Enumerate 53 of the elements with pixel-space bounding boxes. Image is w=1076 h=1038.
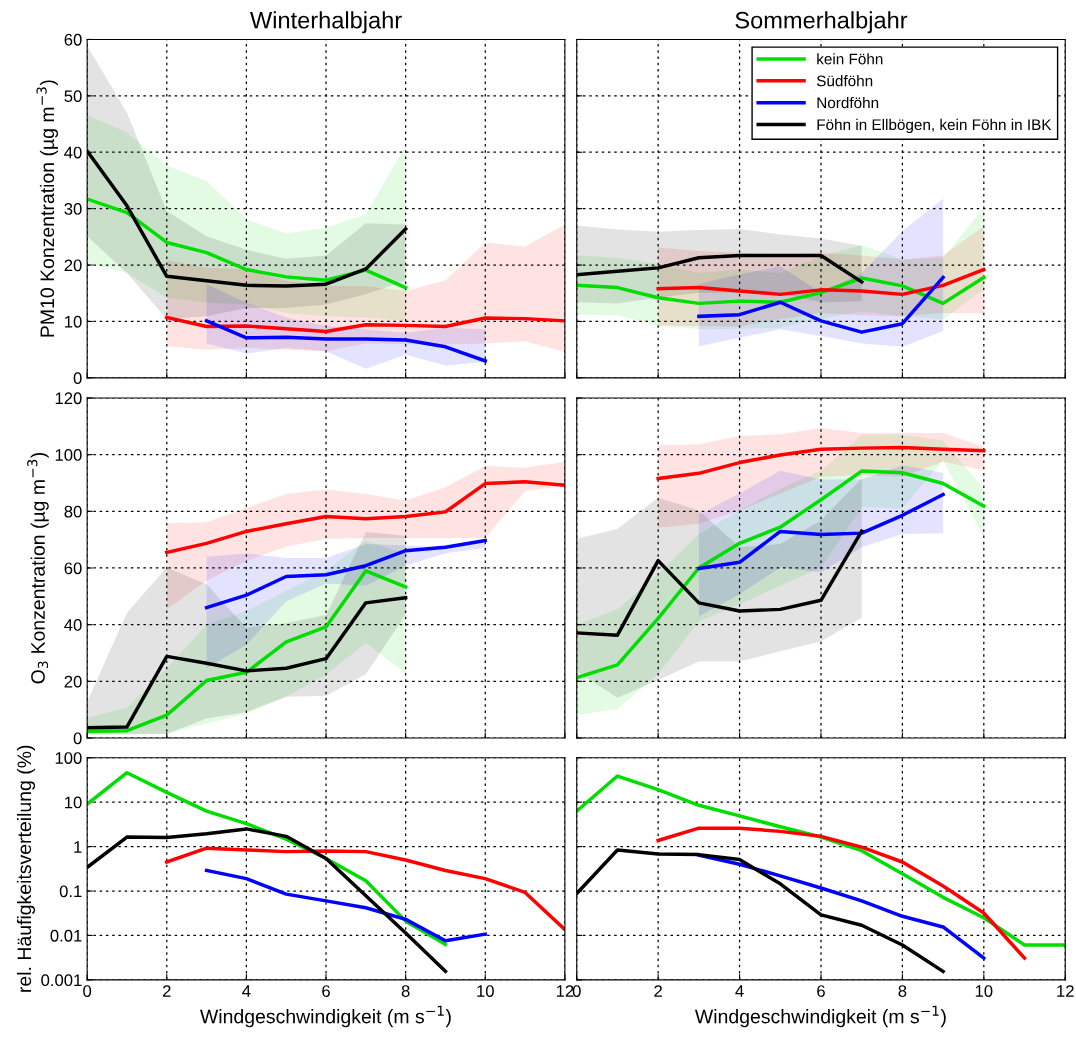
y-tick-label: 60: [64, 33, 82, 46]
x-tick-label: 0: [572, 985, 581, 997]
x-tick-label: 2: [162, 985, 171, 997]
y-tick-label: 100: [55, 449, 82, 461]
y-tick-label: 40: [64, 146, 82, 159]
line-series: [165, 846, 565, 932]
line-series: [165, 480, 565, 555]
legend-label: kein Föhn: [817, 53, 883, 65]
x-axis-title: Windgeschwindigkeit (m s$^{−1}$): [200, 1005, 451, 1028]
y-tick-label: 120: [55, 392, 82, 405]
x-tick-label: 12: [556, 985, 574, 997]
y-tick-label: 0.001: [41, 974, 82, 987]
y-tick-label: 0.1: [59, 885, 82, 898]
chart-title: Winterhalbjahr: [250, 11, 402, 34]
x-tick-label: 2: [654, 985, 662, 997]
line-series: [204, 319, 488, 363]
y-tick-label: 0: [73, 372, 82, 385]
x-tick-label: 8: [898, 985, 907, 997]
legend-label: Südföhn: [816, 75, 873, 87]
y-tick-label: 100: [55, 752, 82, 764]
x-tick-label: 6: [322, 985, 330, 997]
line-series: [204, 868, 488, 943]
y-tick-label: 20: [64, 259, 82, 272]
x-tick-label: 6: [817, 985, 825, 997]
y-tick-label: 60: [64, 562, 82, 575]
x-tick-label: 10: [477, 985, 494, 997]
y-tick-label: 10: [65, 796, 82, 809]
x-tick-label: 0: [83, 985, 92, 997]
x-tick-label: 12: [1057, 985, 1074, 997]
x-axis-title: Windgeschwindigkeit (m s$^{−1}$): [694, 1005, 946, 1028]
x-tick-label: 4: [735, 985, 744, 997]
line-series: [204, 538, 488, 610]
y-axis-title: O$_{3}$ Konzentration (µg m$^{−3}$): [27, 452, 49, 684]
y-axis-title: rel. Häufigkeitsverteilung (%): [16, 745, 36, 992]
y-tick-label: 20: [64, 675, 82, 688]
y-tick-label: 80: [64, 505, 82, 518]
y-tick-label: 10: [65, 315, 82, 328]
y-tick-label: 50: [64, 90, 82, 103]
x-tick-label: 10: [975, 985, 993, 997]
line-series: [87, 569, 408, 733]
x-tick-label: 8: [401, 985, 410, 997]
line-series: [165, 315, 565, 334]
chart-title: Sommerhalbjahr: [735, 11, 908, 34]
y-tick-label: 1: [74, 841, 82, 853]
y-tick-label: 0: [73, 732, 82, 745]
y-tick-label: 30: [64, 203, 82, 215]
y-tick-label: 40: [64, 619, 82, 631]
x-tick-label: 4: [242, 985, 251, 997]
y-tick-label: 0.01: [50, 929, 82, 942]
y-axis-title: PM10 Konzentration (µg m$^{−3}$): [36, 80, 59, 337]
legend-label: Nordföhn: [817, 96, 879, 109]
legend-label: Föhn in Ellbögen, kein Föhn in IBK: [817, 118, 1052, 134]
line-series: [87, 197, 408, 290]
